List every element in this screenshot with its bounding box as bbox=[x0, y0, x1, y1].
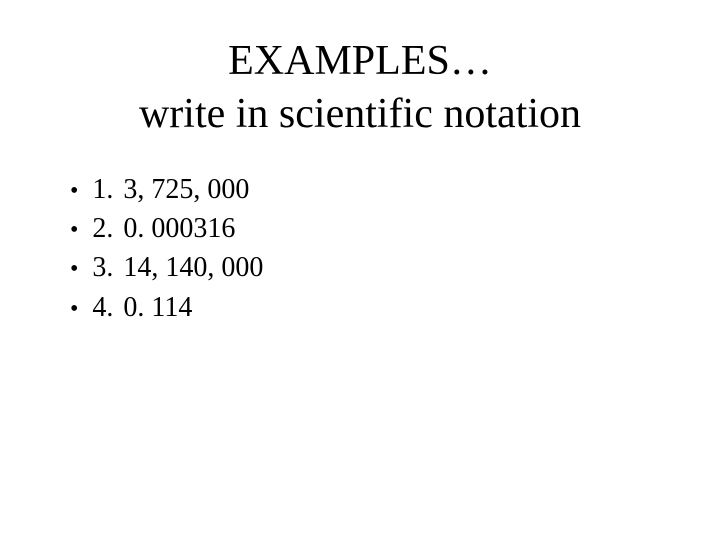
examples-list: • 1. 3, 725, 000 • 2. 0. 000316 • 3. 14,… bbox=[40, 170, 680, 327]
item-number: 4. bbox=[92, 288, 113, 327]
bullet-icon: • bbox=[70, 214, 78, 248]
item-value: 0. 000316 bbox=[123, 209, 235, 248]
item-value: 3, 725, 000 bbox=[123, 170, 249, 209]
item-number: 3. bbox=[92, 248, 113, 287]
list-item: • 2. 0. 000316 bbox=[70, 209, 680, 248]
item-value: 0. 114 bbox=[123, 288, 192, 327]
list-item: • 1. 3, 725, 000 bbox=[70, 170, 680, 209]
bullet-icon: • bbox=[70, 293, 78, 327]
item-number: 2. bbox=[92, 209, 113, 248]
item-value: 14, 140, 000 bbox=[123, 248, 263, 287]
title-line-2: write in scientific notation bbox=[139, 91, 581, 137]
list-item: • 3. 14, 140, 000 bbox=[70, 248, 680, 287]
slide-title: EXAMPLES… write in scientific notation bbox=[40, 35, 680, 140]
title-line-1: EXAMPLES… bbox=[228, 38, 492, 84]
item-number: 1. bbox=[92, 170, 113, 209]
list-item: • 4. 0. 114 bbox=[70, 288, 680, 327]
bullet-icon: • bbox=[70, 253, 78, 287]
slide-container: EXAMPLES… write in scientific notation •… bbox=[0, 0, 720, 540]
bullet-icon: • bbox=[70, 175, 78, 209]
